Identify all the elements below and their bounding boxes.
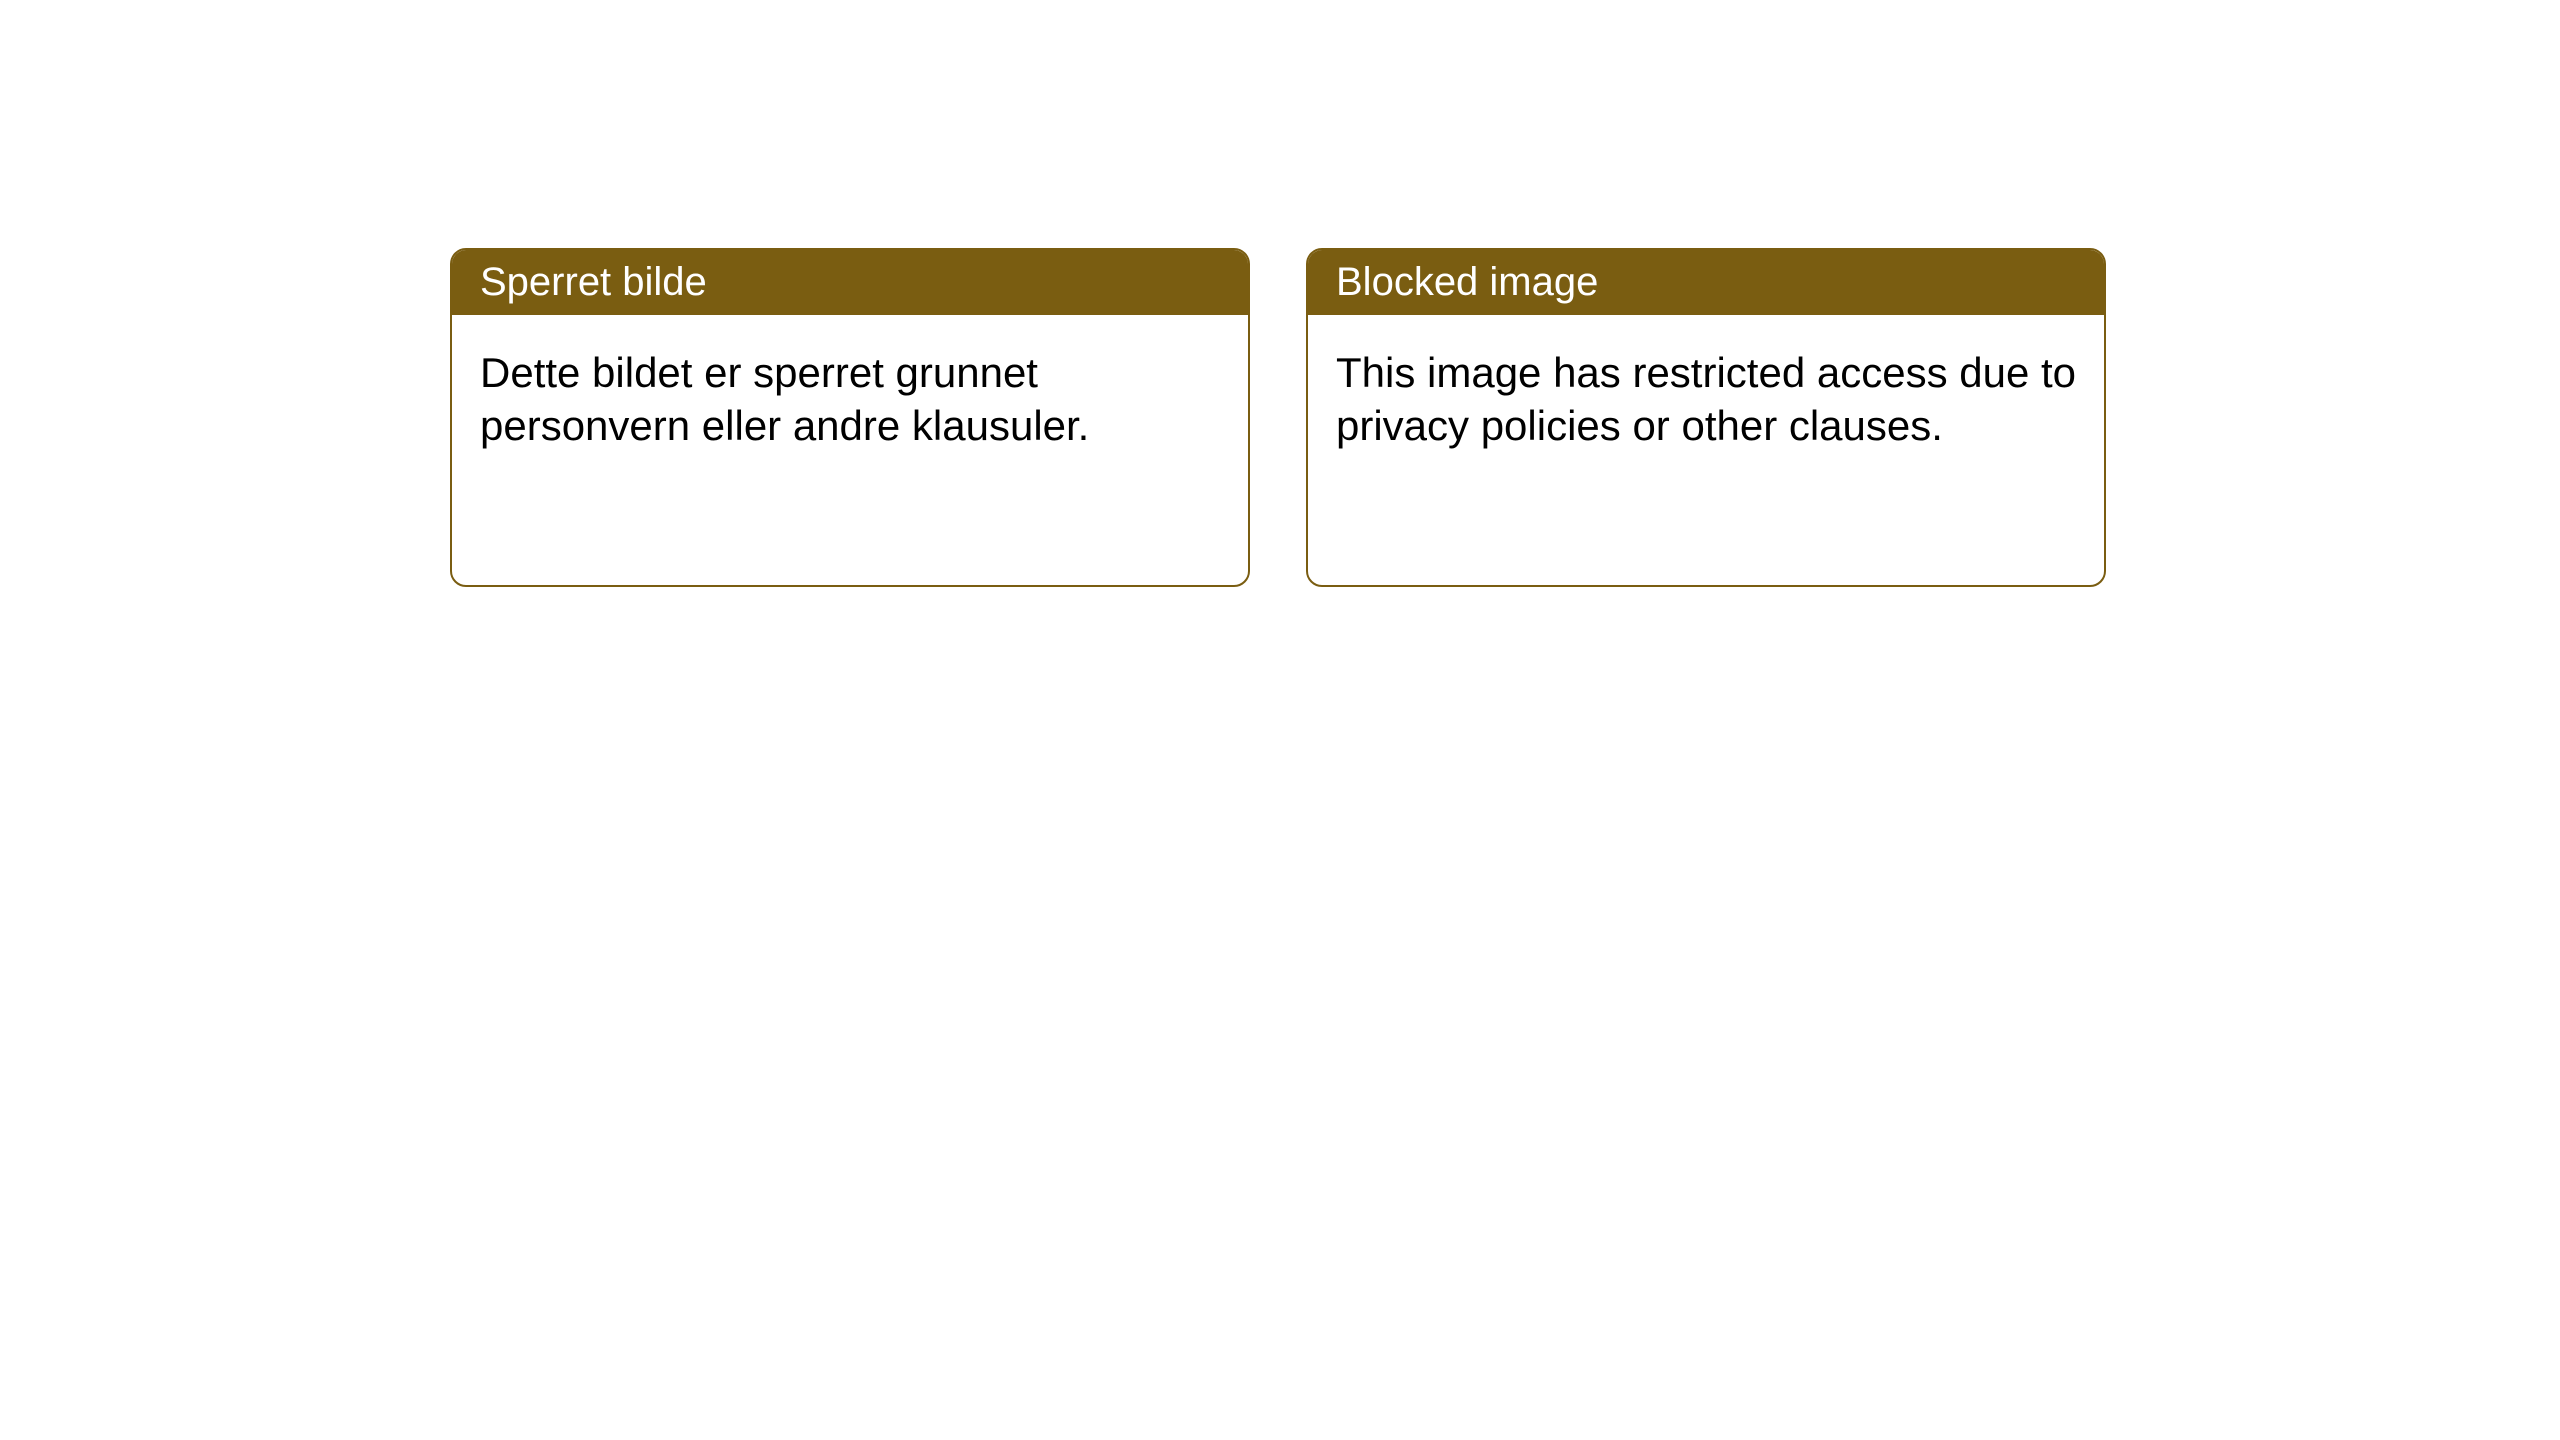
notice-card-text: This image has restricted access due to … <box>1336 349 2076 449</box>
notice-card-text: Dette bildet er sperret grunnet personve… <box>480 349 1089 449</box>
notice-card-norwegian: Sperret bilde Dette bildet er sperret gr… <box>450 248 1250 587</box>
notice-card-english: Blocked image This image has restricted … <box>1306 248 2106 587</box>
notice-card-title: Sperret bilde <box>480 260 707 304</box>
notice-card-container: Sperret bilde Dette bildet er sperret gr… <box>450 248 2106 587</box>
notice-card-body: This image has restricted access due to … <box>1308 315 2104 585</box>
notice-card-header: Blocked image <box>1308 250 2104 315</box>
notice-card-body: Dette bildet er sperret grunnet personve… <box>452 315 1248 585</box>
notice-card-header: Sperret bilde <box>452 250 1248 315</box>
notice-card-title: Blocked image <box>1336 260 1598 304</box>
